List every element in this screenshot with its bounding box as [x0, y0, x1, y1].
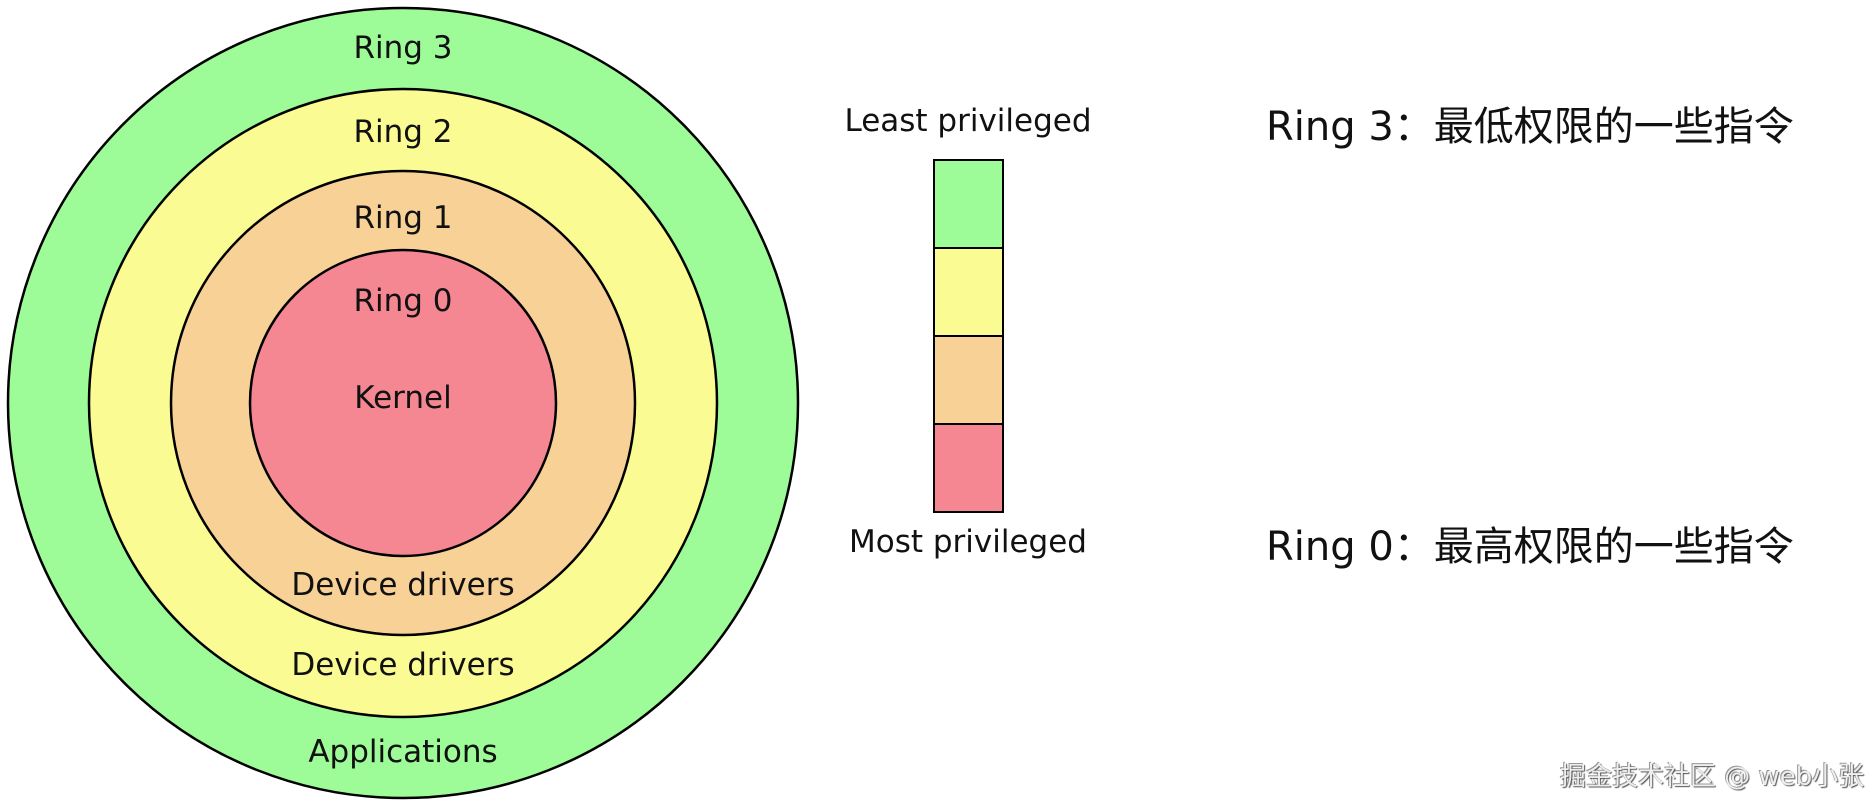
scale-ring-2 — [933, 247, 1004, 337]
ring-3-note: Ring 3：最低权限的一些指令 — [1266, 104, 1794, 150]
scale-ring-1 — [933, 335, 1004, 425]
ring-0-note: Ring 0：最高权限的一些指令 — [1266, 524, 1794, 570]
ring-1-label: Ring 1 — [353, 200, 452, 236]
ring-0-circle — [248, 248, 558, 558]
most-privileged-label: Most privileged — [849, 524, 1087, 560]
ring-2-label: Ring 2 — [353, 114, 452, 150]
least-privileged-label: Least privileged — [844, 103, 1091, 139]
ring-0-label: Ring 0 — [353, 283, 452, 319]
applications-label: Applications — [308, 734, 497, 770]
scale-ring-3 — [933, 159, 1004, 249]
scale-ring-0 — [933, 423, 1004, 513]
ring-2-role-label: Device drivers — [291, 647, 514, 683]
kernel-label: Kernel — [354, 380, 451, 416]
ring-1-role-label: Device drivers — [291, 567, 514, 603]
ring-3-label: Ring 3 — [353, 30, 452, 66]
watermark: 掘金技术社区 @ web小张 — [1560, 762, 1865, 792]
